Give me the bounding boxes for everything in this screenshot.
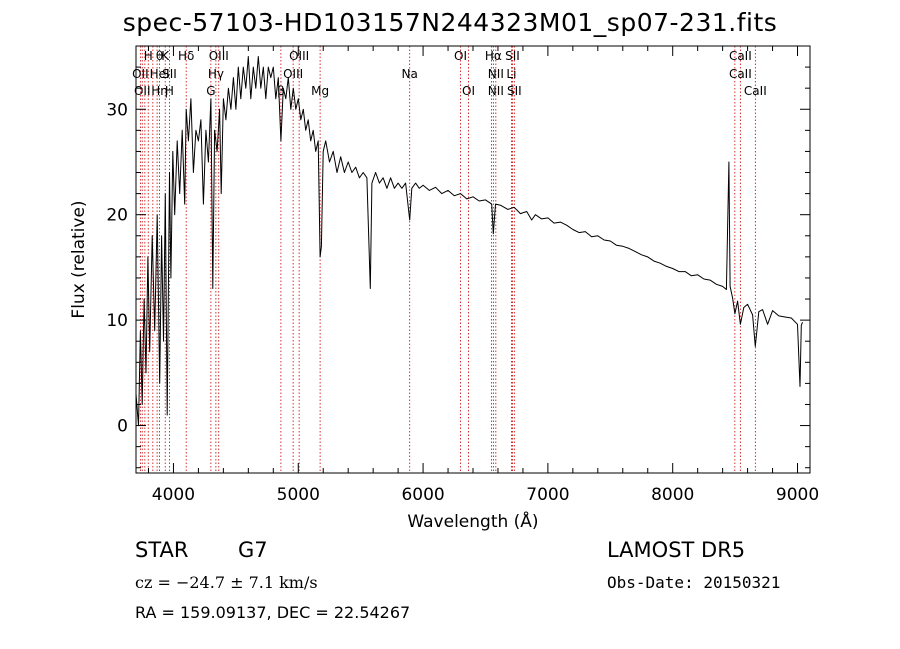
line-label: Hα — [485, 49, 502, 63]
y-tick-label: 10 — [106, 311, 128, 331]
line-label: K — [161, 49, 170, 63]
chart-title: spec-57103-HD103157N244323M01_sp07-231.f… — [122, 8, 778, 37]
survey-name: LAMOST DR5 — [607, 538, 746, 562]
spectrum-series — [135, 56, 803, 427]
y-tick-label: 0 — [117, 417, 128, 437]
y-tick-label: 30 — [106, 100, 128, 120]
line-label: OIII — [289, 49, 309, 63]
line-label: β — [277, 84, 285, 98]
x-axis: 4000 5000 6000 7000 8000 9000 — [147, 46, 819, 505]
x-tick-label: 5000 — [277, 485, 320, 505]
line-label: OI — [462, 84, 475, 98]
object-class: STAR — [135, 538, 189, 562]
line-label: CaII — [729, 67, 752, 81]
line-label: HeI — [150, 67, 170, 81]
line-label: H — [144, 49, 153, 63]
line-label: θ — [156, 49, 163, 63]
spectral-line-labels: OII OII H θ HeI Hη K SII H Hδ G Hγ OIII β OIII OIII Mg Na… — [132, 49, 767, 98]
x-axis-label: Wavelength (Å) — [407, 510, 538, 532]
line-label: Hγ — [208, 67, 224, 81]
observation-date: Obs-Date: 20150321 — [607, 573, 781, 592]
line-label: SII — [507, 84, 522, 98]
spectral-subclass: G7 — [238, 538, 268, 562]
y-axis-label: Flux (relative) — [69, 200, 89, 318]
line-label: NII — [488, 67, 504, 81]
line-label: OII — [132, 67, 149, 81]
line-label: CaII — [729, 49, 752, 63]
line-label: Hη — [151, 84, 168, 98]
line-label: OII — [134, 84, 151, 98]
x-tick-label: 9000 — [776, 485, 819, 505]
x-tick-label: 7000 — [526, 485, 569, 505]
redshift-readout: cz = −24.7 ± 7.1 km/s — [135, 573, 318, 592]
line-label: SII — [162, 67, 177, 81]
line-label: Li — [506, 67, 516, 81]
x-tick-label: 8000 — [651, 485, 694, 505]
plot-frame — [135, 45, 811, 474]
line-label: Hδ — [178, 49, 194, 63]
line-label: CaII — [744, 84, 767, 98]
line-label: SII — [505, 49, 520, 63]
line-label: OIII — [283, 67, 303, 81]
y-axis: 0 10 20 30 — [106, 66, 810, 469]
line-label: H — [165, 84, 174, 98]
line-label: Mg — [311, 84, 329, 98]
line-label: OI — [454, 49, 467, 63]
y-tick-label: 20 — [106, 206, 128, 226]
spectrum-line — [135, 56, 803, 427]
line-label: NII — [488, 84, 504, 98]
line-label: Na — [402, 67, 418, 81]
coordinates-readout: RA = 159.09137, DEC = 22.54267 — [135, 603, 411, 622]
line-label: OIII — [209, 49, 229, 63]
line-label: G — [206, 84, 215, 98]
spectral-line-markers — [139, 46, 756, 473]
x-tick-label: 4000 — [152, 485, 195, 505]
x-tick-label: 6000 — [401, 485, 444, 505]
